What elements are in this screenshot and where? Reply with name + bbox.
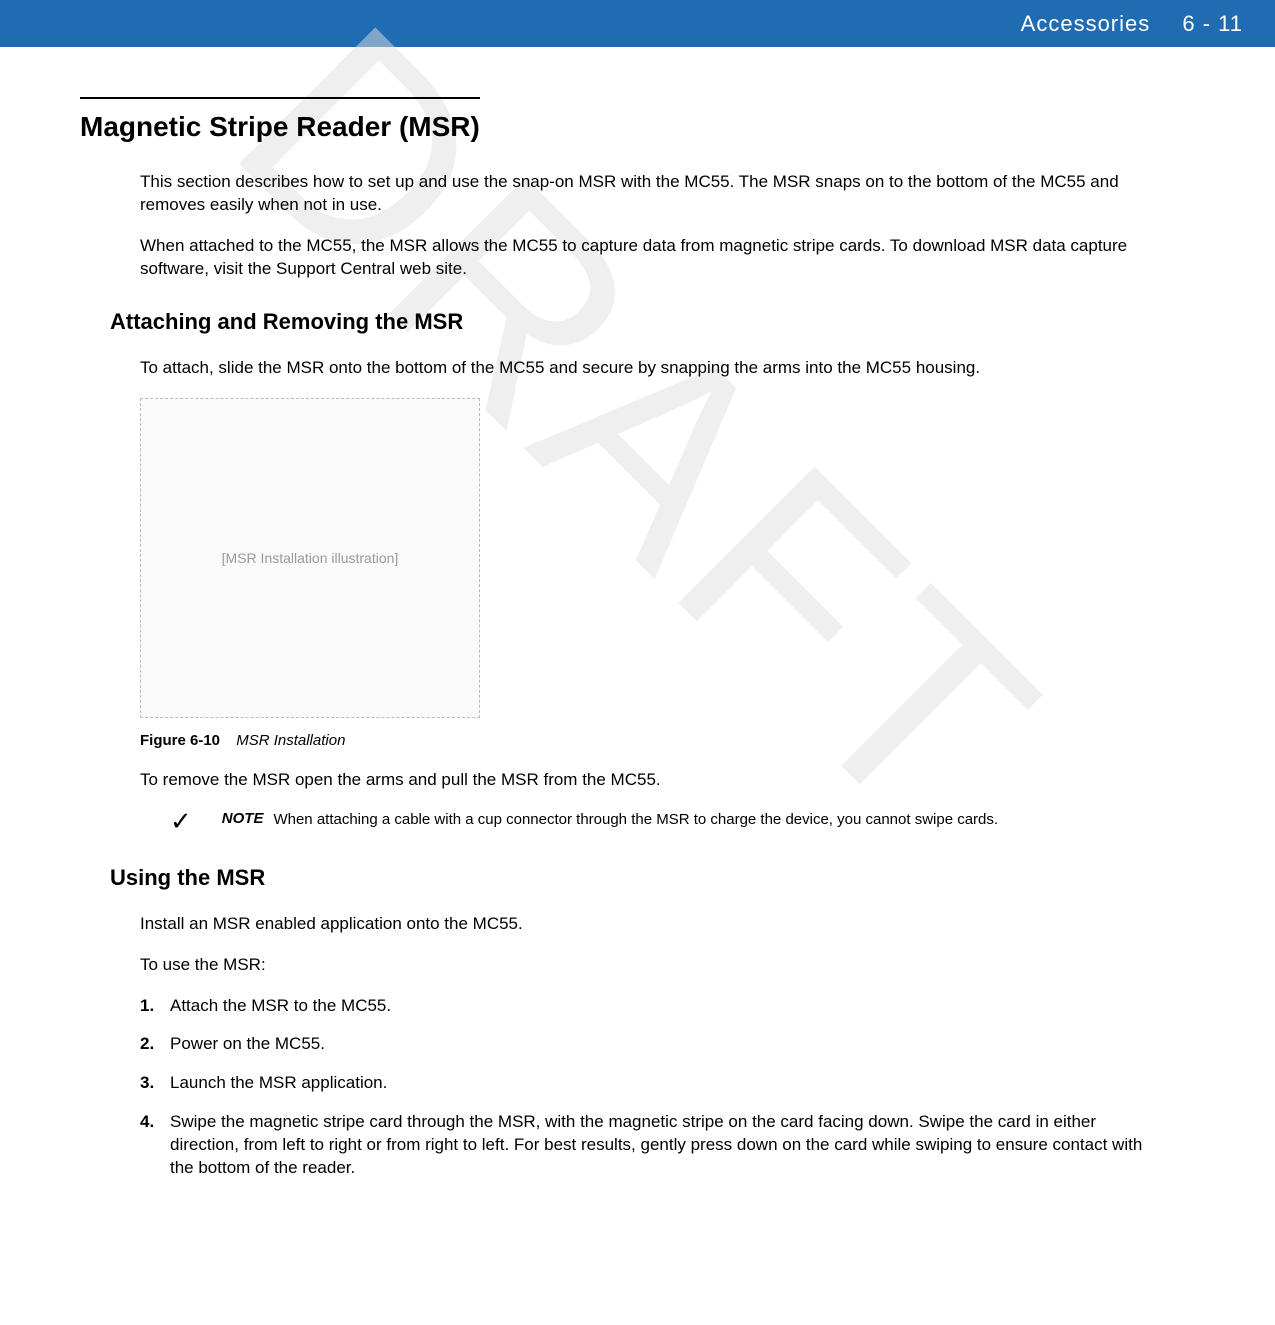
header-page-number: 6 - 11 bbox=[1182, 11, 1243, 36]
step-text: Swipe the magnetic stripe card through t… bbox=[170, 1111, 1150, 1180]
step-text: Power on the MC55. bbox=[170, 1033, 1150, 1056]
step-number: 2. bbox=[140, 1033, 170, 1056]
header-text: Accessories 6 - 11 bbox=[1021, 11, 1243, 37]
intro-paragraph-2: When attached to the MC55, the MSR allow… bbox=[140, 235, 1150, 281]
list-item: 2. Power on the MC55. bbox=[140, 1033, 1150, 1056]
using-paragraph-1: Install an MSR enabled application onto … bbox=[140, 913, 1150, 936]
msr-installation-figure: [MSR Installation illustration] bbox=[140, 398, 480, 718]
step-text: Attach the MSR to the MC55. bbox=[170, 995, 1150, 1018]
steps-list: 1. Attach the MSR to the MC55. 2. Power … bbox=[140, 995, 1150, 1181]
note-content: NOTE When attaching a cable with a cup c… bbox=[222, 810, 998, 830]
subsection-attach-title: Attaching and Removing the MSR bbox=[110, 309, 1150, 335]
checkmark-icon: ✓ bbox=[170, 806, 192, 837]
figure-caption: Figure 6-10 MSR Installation bbox=[140, 732, 1150, 749]
page-header: Accessories 6 - 11 bbox=[0, 0, 1275, 47]
step-number: 4. bbox=[140, 1111, 170, 1180]
intro-paragraph-1: This section describes how to set up and… bbox=[140, 171, 1150, 217]
note-block: ✓ NOTE When attaching a cable with a cup… bbox=[170, 810, 1150, 837]
step-number: 1. bbox=[140, 995, 170, 1018]
main-content: Magnetic Stripe Reader (MSR) This sectio… bbox=[80, 97, 1150, 1180]
list-item: 1. Attach the MSR to the MC55. bbox=[140, 995, 1150, 1018]
attach-paragraph: To attach, slide the MSR onto the bottom… bbox=[140, 357, 1150, 380]
remove-paragraph: To remove the MSR open the arms and pull… bbox=[140, 769, 1150, 792]
figure-title: MSR Installation bbox=[236, 732, 345, 749]
using-paragraph-2: To use the MSR: bbox=[140, 954, 1150, 977]
step-text: Launch the MSR application. bbox=[170, 1072, 1150, 1095]
section-title: Magnetic Stripe Reader (MSR) bbox=[80, 97, 480, 143]
page-content: DRAFT Magnetic Stripe Reader (MSR) This … bbox=[0, 47, 1275, 1226]
figure-label: Figure 6-10 bbox=[140, 732, 220, 749]
figure-container: [MSR Installation illustration] bbox=[140, 398, 1150, 718]
note-text: When attaching a cable with a cup connec… bbox=[273, 810, 998, 830]
subsection-using-title: Using the MSR bbox=[110, 865, 1150, 891]
step-number: 3. bbox=[140, 1072, 170, 1095]
list-item: 3. Launch the MSR application. bbox=[140, 1072, 1150, 1095]
note-label: NOTE bbox=[222, 810, 264, 827]
list-item: 4. Swipe the magnetic stripe card throug… bbox=[140, 1111, 1150, 1180]
header-chapter: Accessories bbox=[1021, 11, 1151, 36]
